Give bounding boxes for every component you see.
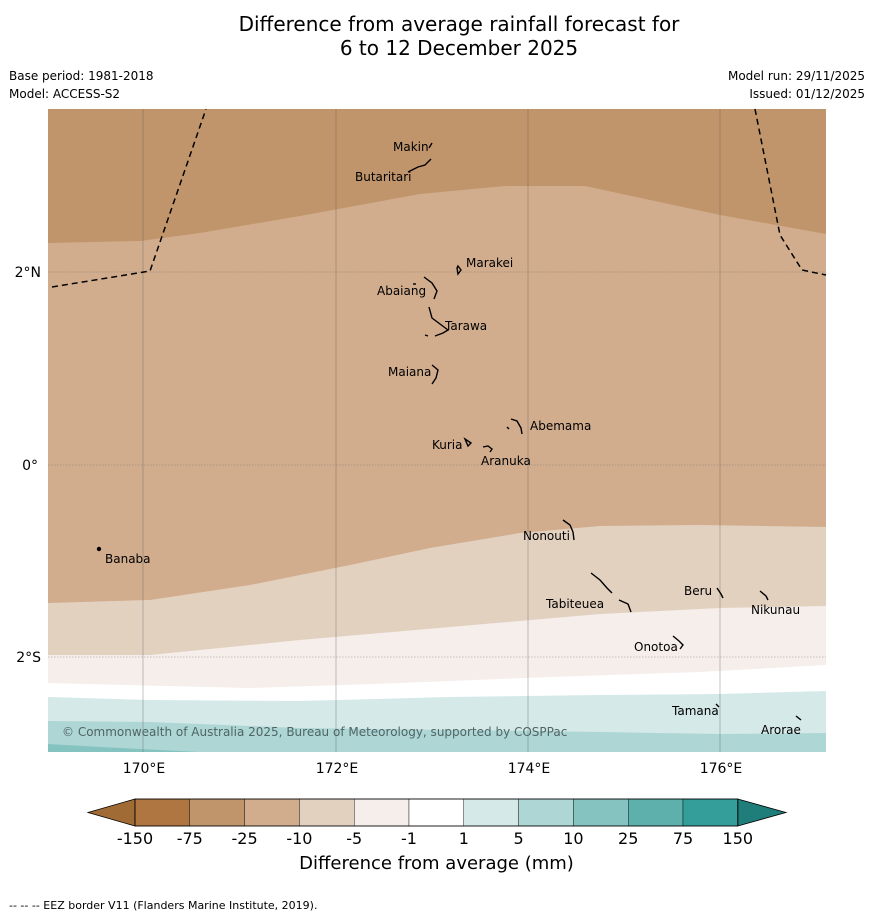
meta-right: Model run: 29/11/2025 Issued: 01/12/2025 [728, 67, 865, 103]
band-plus-5-to-plus-10 [48, 721, 826, 752]
map-title: Difference from average rainfall forecas… [0, 12, 873, 60]
eez-legend-note: -- -- -- EEZ border V11 (Flanders Marine… [9, 899, 318, 912]
island-shape-tamana [715, 703, 720, 708]
island-shape-arorae [795, 715, 802, 721]
eez-border [51, 108, 827, 288]
rainfall-bands [48, 109, 826, 752]
colorbar-swatch [299, 798, 355, 827]
colorbar-swatch [463, 798, 519, 827]
lon-label-176e: 176°E [700, 761, 743, 777]
island-label-tamana: Tamana [671, 704, 719, 718]
island-label-butaritari: Butaritari [355, 170, 412, 184]
island-shape-beru [716, 587, 724, 599]
colorbar-tick-label: 75 [673, 829, 693, 848]
island-label-aranuka: Aranuka [481, 454, 531, 468]
colorbar-tick-label: -75 [177, 829, 203, 848]
colorbar-swatch [573, 798, 629, 827]
island-label-banaba: Banaba [105, 552, 151, 566]
island-label-beru: Beru [684, 584, 712, 598]
lon-label-170e: 170°E [123, 761, 166, 777]
copyright-notice: © Commonwealth of Australia 2025, Bureau… [62, 725, 567, 739]
island-shape-banaba [96, 546, 102, 552]
island-shape-tarawa [428, 306, 450, 337]
island-label-arorae: Arorae [761, 723, 801, 737]
lon-label-174e: 174°E [508, 761, 551, 777]
longitude-labels: 170°E 172°E 174°E 176°E [123, 761, 743, 777]
colorbar-tick-label: 150 [723, 829, 754, 848]
meta-left: Base period: 1981-2018 Model: ACCESS-S2 [9, 67, 154, 103]
colorbar-swatch [244, 798, 300, 827]
lat-label-2s: 2°S [16, 650, 41, 666]
lat-label-2n: 2°N [15, 265, 41, 281]
colorbar-swatch [518, 798, 574, 827]
island-shape-aranuka [482, 445, 493, 453]
island-shape-kuria [463, 437, 473, 448]
island-shape-butaritari [407, 158, 432, 173]
issued-date: Issued: 01/12/2025 [749, 87, 865, 101]
colorbar-tick-label: 25 [618, 829, 638, 848]
colorbar-swatch [628, 798, 684, 827]
latitude-labels: 2°N 0° 2°S [15, 265, 42, 666]
island-label-abemama: Abemama [530, 419, 591, 433]
colorbar-outline [134, 798, 739, 827]
island-shape-marakei [456, 264, 462, 276]
island-label-kuria: Kuria [432, 438, 463, 452]
island-shape-nikunau [759, 590, 769, 601]
colorbar-swatch [682, 798, 738, 827]
title-line-2: 6 to 12 December 2025 [339, 36, 579, 60]
island-shape-abemama [510, 418, 523, 435]
island-shape-onotoa [672, 635, 684, 650]
island-label-onotoa: Onotoa [634, 640, 678, 654]
island-label-nikunau: Nikunau [751, 603, 800, 617]
colorbar-tick-label: -1 [401, 829, 417, 848]
colorbar-tick-label: -150 [117, 829, 153, 848]
island-shape-makin [428, 142, 433, 149]
island-label-maiana: Maiana [388, 365, 431, 379]
lat-label-equator: 0° [22, 458, 38, 474]
island-shape-maiana [431, 364, 439, 385]
island-outlines [96, 142, 802, 721]
colorbar-tick-label: 5 [514, 829, 524, 848]
island-shape-abaiang [423, 276, 438, 300]
colorbar-tick-label: -10 [286, 829, 312, 848]
lon-label-172e: 172°E [316, 761, 359, 777]
base-period: Base period: 1981-2018 [9, 69, 154, 83]
colorbar-label: Difference from average (mm) [299, 853, 574, 874]
colorbar-swatch [354, 798, 410, 827]
island-label-marakei: Marakei [466, 256, 513, 270]
model-name: Model: ACCESS-S2 [9, 87, 121, 101]
colorbar-extend-low [86, 798, 136, 827]
colorbar-tick-label: 10 [563, 829, 583, 848]
gridlines [48, 109, 826, 752]
island-label-tabiteuea: Tabiteuea [545, 597, 604, 611]
island-label-abaiang: Abaiang [377, 284, 426, 298]
model-run: Model run: 29/11/2025 [727, 69, 865, 83]
island-label-tarawa: Tarawa [444, 319, 487, 333]
island-shape-nonouti [562, 519, 575, 541]
island-labels: Makin Butaritari Marakei Abaiang Tarawa … [105, 140, 801, 737]
colorbar-extend-high [737, 798, 788, 827]
island-label-makin: Makin [393, 140, 429, 154]
island-shape-tabiteuea [590, 572, 613, 594]
colorbar-swatch [189, 798, 245, 827]
colorbar: -150 -75 -25 -10 -5 -1 1 5 10 25 75 150 [86, 798, 788, 848]
title-line-1: Difference from average rainfall forecas… [238, 12, 680, 36]
colorbar-tick-label: -25 [232, 829, 258, 848]
colorbar-swatch [408, 798, 464, 827]
colorbar-tick-label: -5 [346, 829, 362, 848]
colorbar-tick-label: 1 [459, 829, 469, 848]
band-plus-10-to-plus-25 [48, 744, 200, 752]
island-label-nonouti: Nonouti [523, 529, 570, 543]
colorbar-swatch [134, 798, 190, 827]
